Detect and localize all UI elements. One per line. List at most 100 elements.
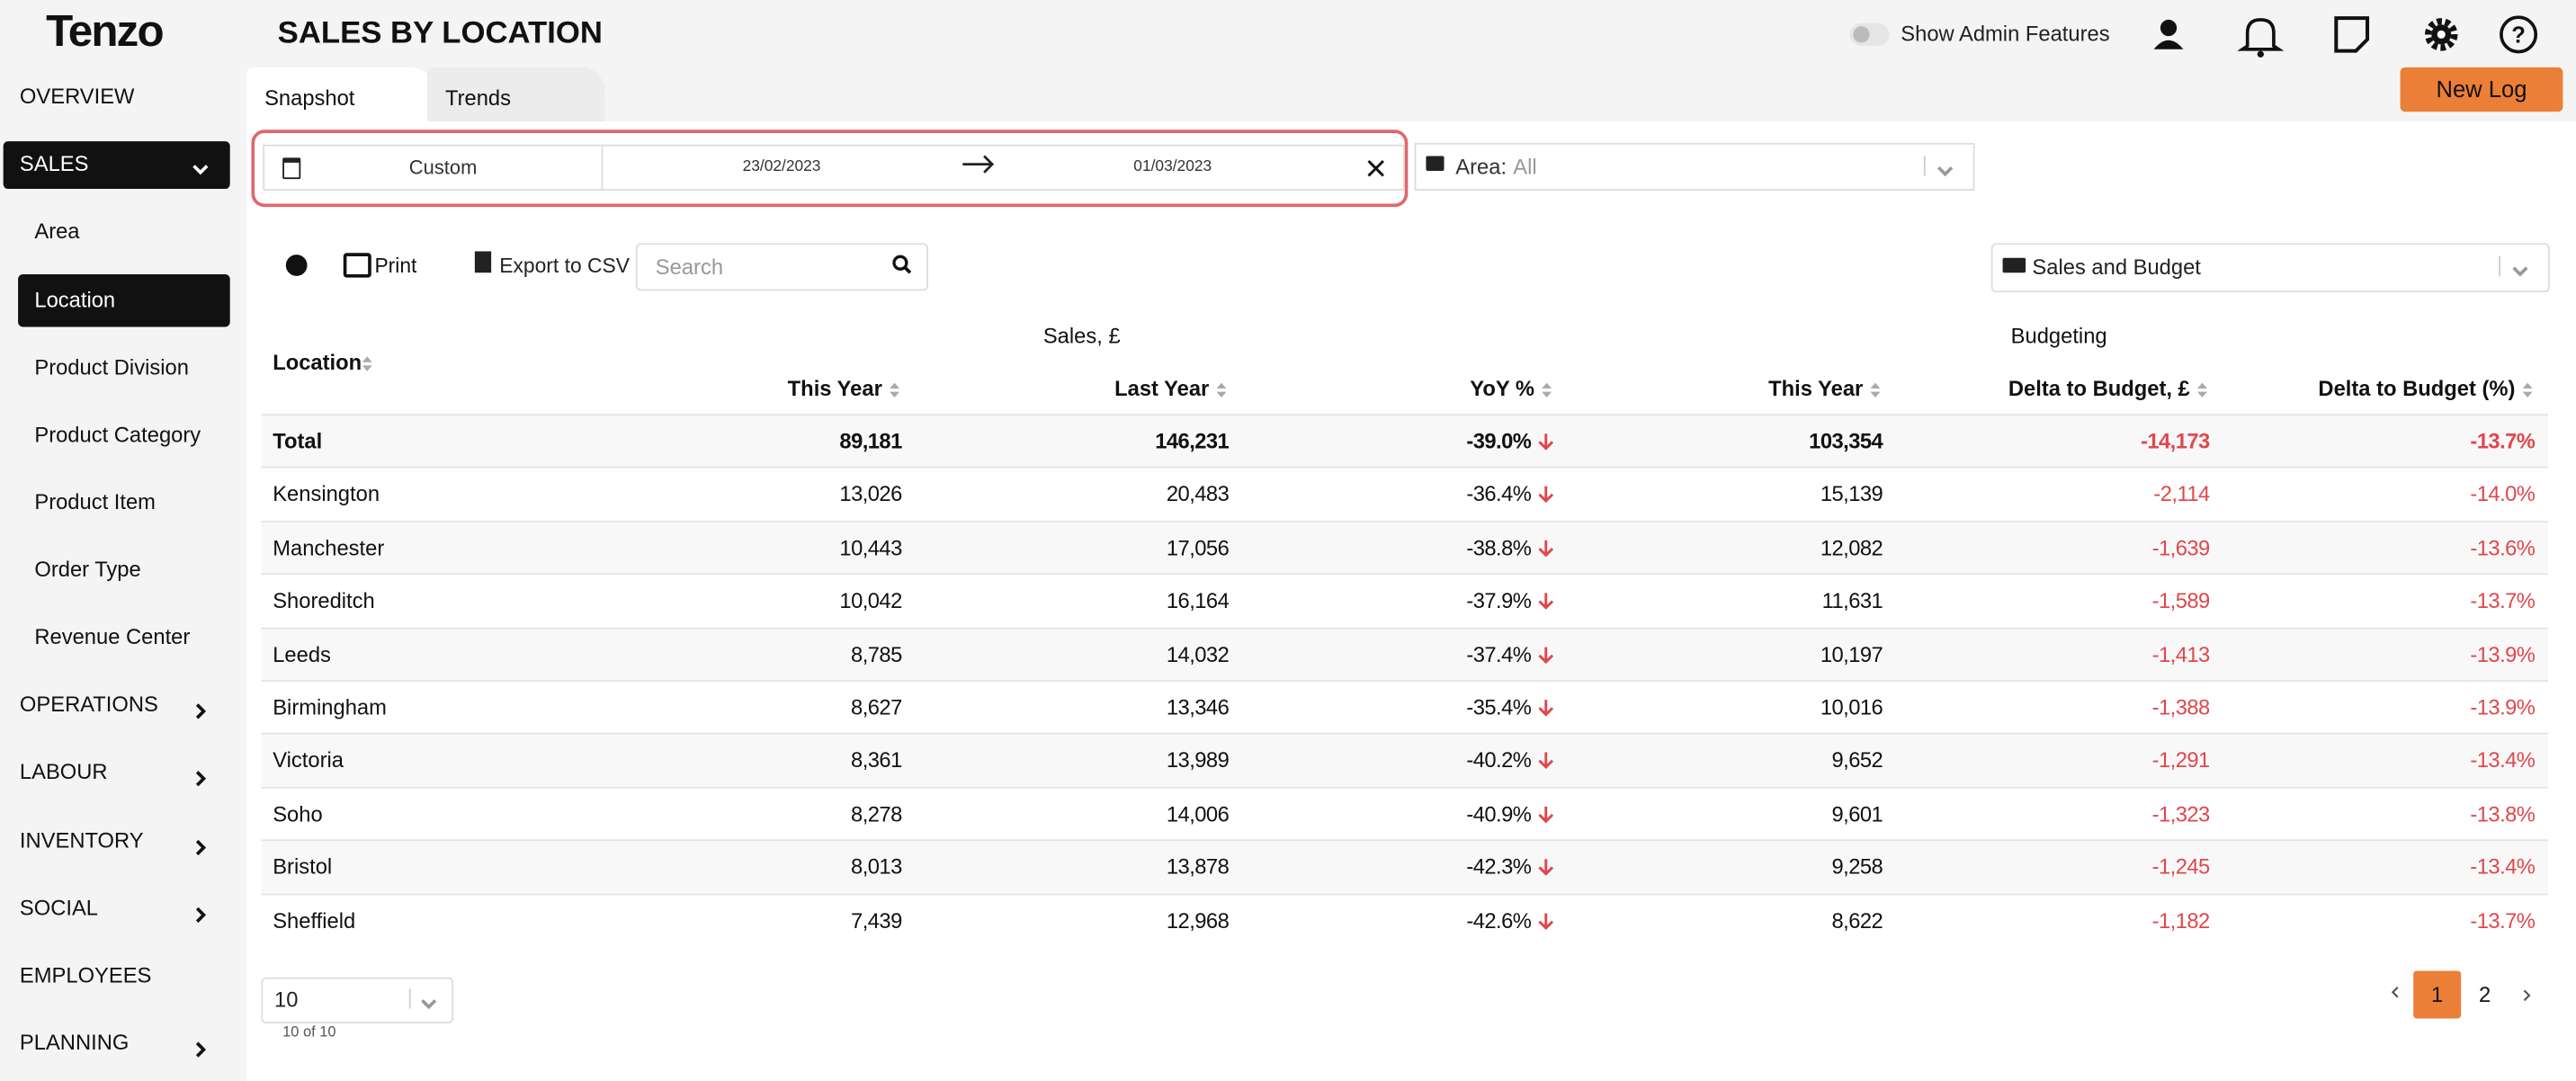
header-icons: ? [2153,15,2538,58]
sort-icon[interactable] [2522,378,2534,407]
table-cell: -35.4% [1466,694,1532,720]
page-next[interactable] [2522,982,2532,1012]
table-cell: -40.2% [1466,747,1532,773]
note-icon[interactable] [2334,16,2370,53]
table-cell: -14,173 [2140,428,2210,454]
table-cell: 13,989 [1166,747,1230,773]
table-row [261,626,2548,682]
tab-label[interactable]: Snapshot [264,85,355,111]
chevron [192,901,209,923]
nav-item[interactable]: SOCIAL [19,894,99,920]
view-label[interactable]: Sales and Budget [2032,255,2201,280]
export-icon[interactable] [474,251,492,273]
nav-subitem[interactable]: Area [34,219,80,245]
table-cell: -1,388 [2151,694,2211,720]
table-cell: 16,164 [1166,588,1230,613]
column-header[interactable]: This Year [787,376,882,401]
bell-icon[interactable] [2237,18,2285,58]
sort-icon[interactable] [362,352,373,381]
table-cell: -37.9% [1466,588,1532,613]
nav-item[interactable]: SALES [19,151,89,176]
tab[interactable] [246,67,434,122]
help-icon[interactable]: ? [2500,15,2538,54]
date-end[interactable]: 01/03/2023 [1133,157,1212,176]
column-header[interactable]: Delta to Budget, £ [2008,376,2190,401]
table-cell: -13.9% [2470,694,2536,720]
admin-toggle[interactable] [1849,22,1890,47]
view-select[interactable] [1990,243,2550,293]
column-header[interactable]: Location [273,350,362,375]
trend-down-icon [1538,803,1554,833]
page-prev[interactable] [2391,982,2401,1005]
table-cell: 7,439 [851,907,902,933]
area-icon [1426,156,1445,171]
area-select[interactable] [1414,142,1975,191]
table-cell: 10,016 [1820,694,1883,720]
print-icon[interactable] [343,253,371,278]
search-placeholder[interactable]: Search [655,255,724,280]
table-cell: -1,639 [2151,535,2211,560]
print-label[interactable]: Print [374,255,417,278]
search-box[interactable] [635,243,928,291]
sort-icon[interactable] [1216,378,1228,407]
table-cell: 12,968 [1166,907,1230,933]
clear-icon [1367,156,1385,186]
nav-item[interactable]: LABOUR [19,759,108,784]
nav-item[interactable]: PLANNING [19,1030,130,1055]
date-filter-divider [601,144,604,190]
tab-label[interactable]: Trends [444,85,512,111]
column-header[interactable]: Delta to Budget (%) [2318,376,2516,401]
nav-item[interactable]: OPERATIONS [19,692,158,717]
date-preset[interactable]: Custom [408,156,478,180]
trend-down-icon [1538,856,1554,886]
table-cell: Shoreditch [273,588,375,613]
sort-icon[interactable] [1541,378,1552,407]
table-cell: -37.4% [1466,641,1532,666]
nav-item[interactable]: INVENTORY [19,826,144,853]
table-cell: -42.3% [1466,854,1532,880]
nav-subitem[interactable]: Product Item [34,488,156,514]
nav-subitem[interactable]: Product Division [34,353,189,380]
nav-item[interactable]: OVERVIEW [19,84,135,109]
table-cell: 8,013 [851,854,902,880]
page-number[interactable]: 1 [2431,982,2444,1007]
chevron [1936,157,1954,177]
settings-icon[interactable] [2424,18,2458,51]
tab[interactable] [426,67,605,122]
date-filter[interactable] [263,144,1405,191]
export-label[interactable]: Export to CSV [499,255,630,278]
table-cell: -13.7% [2470,588,2536,613]
date-start[interactable]: 23/02/2023 [742,157,821,176]
table-cell: 8,278 [851,800,902,826]
column-header[interactable]: This Year [1768,376,1864,401]
table-cell: Birmingham [273,694,387,720]
table-cell: 10,042 [839,588,902,613]
area-value[interactable]: All [1513,154,1537,180]
sort-icon[interactable] [2196,378,2208,407]
trend-down-icon [1538,431,1554,460]
sort-icon[interactable] [889,378,900,407]
column-header[interactable]: YoY % [1470,376,1534,401]
trend-down-icon [1538,643,1554,673]
nav-subitem[interactable]: Product Category [34,421,201,447]
sort-icon[interactable] [1870,378,1882,407]
chevron [192,1037,209,1058]
page-size-select[interactable] [261,977,454,1023]
nav-subitem[interactable]: Revenue Center [34,624,191,649]
new-log-button[interactable]: New Log [2400,67,2563,112]
nav-subitem[interactable]: Order Type [34,556,141,582]
table-cell: -13.9% [2470,641,2536,666]
calendar-icon [282,157,301,180]
nav-active-bg [3,141,230,190]
table-row [261,414,2548,469]
page-size[interactable]: 10 [274,987,299,1013]
table-cell: Soho [273,800,323,826]
nav-active-bg [18,273,230,326]
info-icon[interactable] [285,255,308,276]
column-header[interactable]: Last Year [1114,376,1210,401]
page-number[interactable]: 2 [2479,982,2491,1007]
table-cell: -1,182 [2151,907,2211,933]
nav-subitem[interactable]: Location [34,286,116,312]
nav-item[interactable]: EMPLOYEES [19,962,152,987]
user-icon[interactable] [2153,19,2184,49]
